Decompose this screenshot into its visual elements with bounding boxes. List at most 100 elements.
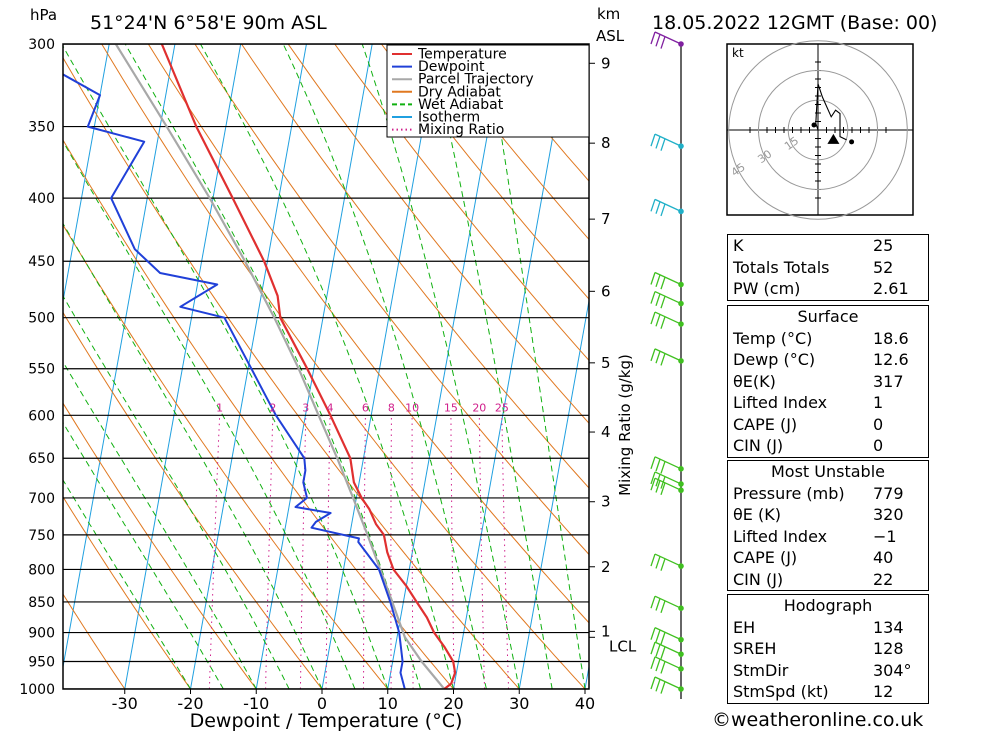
wind-barb-staff <box>654 290 682 305</box>
height-tick-label: 9 <box>601 54 611 72</box>
wind-barb-feather <box>650 471 656 485</box>
surface-row: Temp (°C) 18.6 <box>733 328 909 348</box>
wind-barb-staff <box>654 348 682 362</box>
height-unit-asl: ASL <box>596 27 625 45</box>
wind-barb-feather <box>660 316 666 329</box>
mixing-ratio-label: 6 <box>362 401 369 414</box>
wind-barb <box>650 31 684 49</box>
most-unstable-row: Lifted Index −1 <box>733 526 897 546</box>
hodograph-row: StmSpd (kt) 12 <box>733 682 894 701</box>
wet-adiabat-line <box>486 44 586 689</box>
height-unit-km: km <box>597 5 620 23</box>
wind-barb-feather <box>660 138 666 151</box>
most-unstable-row: Pressure (mb) 779 <box>733 483 904 503</box>
wind-barb-staff <box>654 627 682 641</box>
wet-adiabat-lines <box>63 44 586 689</box>
isobar-lines <box>63 44 589 689</box>
wind-barb-feather <box>655 644 661 657</box>
mixing-ratio-line <box>208 415 221 689</box>
wind-barb-feather <box>655 480 661 493</box>
wind-barb-feather <box>655 679 661 692</box>
dewpoint-curve <box>63 73 406 689</box>
most-unstable-row: θE (K) 320 <box>733 505 904 524</box>
wind-barb-feather <box>655 34 661 47</box>
wind-barb-feather <box>650 478 656 491</box>
mixing-ratio-axis-title: Mixing Ratio (g/kg) <box>616 354 634 496</box>
wind-barb-staff <box>654 553 682 567</box>
wind-barb <box>650 641 684 659</box>
copyright-link[interactable]: ©weatheronline.co.uk <box>712 709 924 731</box>
mixing-ratio-label: 15 <box>444 401 458 414</box>
wind-barb-feather <box>650 456 656 470</box>
isotherm-line <box>190 44 307 689</box>
wind-barb-feather <box>660 646 666 659</box>
isotherm-line <box>63 44 110 304</box>
x-tick-label: -10 <box>243 694 269 713</box>
wind-barb-staff <box>654 311 682 325</box>
wind-barb-staff <box>654 595 682 609</box>
wind-barb-staff <box>654 456 682 470</box>
x-tick-label: -20 <box>177 694 203 713</box>
x-tick-label: -30 <box>112 694 138 713</box>
wind-barb-feather <box>655 201 661 214</box>
height-tick-label: 4 <box>601 423 611 441</box>
wind-barb <box>650 471 684 489</box>
pressure-tick-label: 400 <box>28 191 55 207</box>
x-tick-label: 40 <box>575 694 595 713</box>
x-tick-label: 30 <box>509 694 529 713</box>
wind-barb-feather <box>660 600 666 614</box>
pressure-axis-labels: 300 350 400 450 500 550 600 650 700 750 800 850 900 9… <box>19 37 55 698</box>
wind-barb-dot <box>678 300 684 307</box>
surface-row: Lifted Index 1 <box>733 393 884 412</box>
wind-barb <box>650 456 684 474</box>
hodograph-trace <box>815 83 847 141</box>
mixing-ratio-line <box>265 415 274 689</box>
pressure-tick-label: 350 <box>28 120 55 136</box>
isotherm-line <box>453 44 570 689</box>
height-tick-label: 6 <box>601 282 611 300</box>
wind-barb-feather <box>655 458 661 472</box>
pressure-tick-label: 650 <box>28 451 55 467</box>
wet-adiabat-line <box>361 44 520 689</box>
wind-barb-feather <box>655 556 661 569</box>
wind-barb-feather <box>655 658 661 672</box>
wind-barb-feather <box>650 627 656 640</box>
wind-barb <box>650 627 684 645</box>
pressure-tick-label: 900 <box>28 626 55 642</box>
x-tick-label: 10 <box>378 694 398 713</box>
pressure-unit-label: hPa <box>30 6 57 24</box>
wind-barb-dot <box>678 481 684 487</box>
most-unstable-row: CAPE (J) 40 <box>733 548 894 567</box>
wind-barb-dot <box>678 487 684 494</box>
wind-barb-staff <box>654 271 682 286</box>
pressure-tick-label: 1000 <box>19 682 55 698</box>
wind-barb <box>650 656 684 674</box>
wind-barb <box>650 311 684 329</box>
mixing-ratio-label: 8 <box>388 401 395 414</box>
datetime-label: 18.05.2022 12GMT (Base: 00) <box>652 12 937 34</box>
wind-barb-feather <box>650 133 656 147</box>
mixing-ratio-label: 25 <box>495 401 509 414</box>
wind-barb <box>650 133 684 151</box>
isotherm-line <box>321 44 439 689</box>
legend-label: Isotherm <box>418 110 480 126</box>
mixing-ratio-label: 2 <box>269 401 276 414</box>
wind-barb-feather <box>660 681 666 694</box>
pressure-tick-label: 600 <box>28 408 55 424</box>
wind-barb-dot <box>678 358 684 364</box>
isotherm-line <box>387 44 505 689</box>
surface-row: CIN (J) 0 <box>733 436 884 455</box>
wet-adiabat-line <box>124 44 422 689</box>
dry-adiabat-line <box>427 44 589 241</box>
wind-barb-feather <box>650 553 656 567</box>
height-tick-label: 7 <box>601 210 611 228</box>
wind-barb-feather <box>660 276 666 290</box>
storm-motion-marker <box>827 133 840 144</box>
plot-frame <box>62 43 590 690</box>
legend-label: Wet Adiabat <box>418 97 504 113</box>
legend-label: Mixing Ratio <box>418 122 504 138</box>
dry-adiabat-line <box>287 44 589 425</box>
wind-barb-feather <box>660 661 666 674</box>
mixing-ratio-label: 4 <box>327 401 334 414</box>
